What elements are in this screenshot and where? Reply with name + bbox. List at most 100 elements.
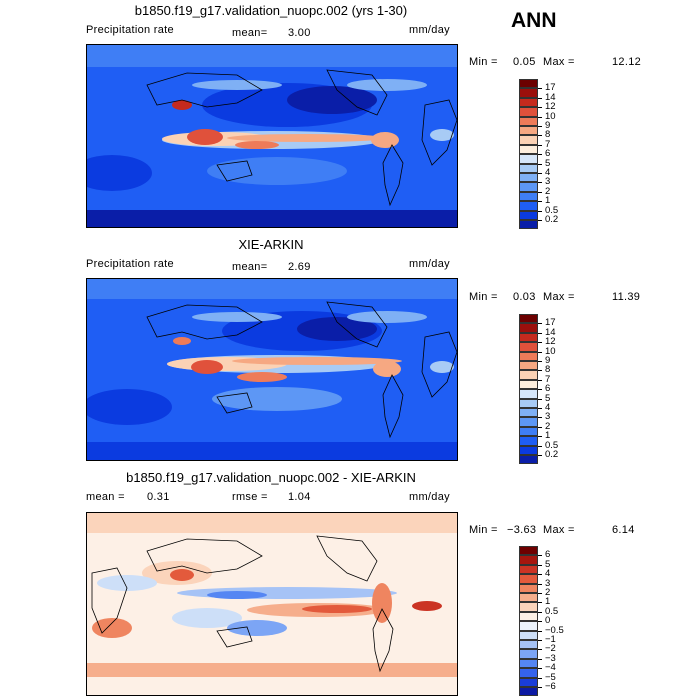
colorbar-label: 8 bbox=[545, 129, 551, 141]
colorbar-tick bbox=[538, 417, 542, 419]
colorbar-label: 5 bbox=[545, 558, 551, 570]
colorbar-tick bbox=[538, 583, 542, 585]
panel3-min-value: −3.63 bbox=[507, 524, 537, 536]
andes-wet bbox=[372, 583, 392, 623]
colorbar-box bbox=[519, 555, 538, 565]
colorbar-tick bbox=[538, 126, 542, 127]
colorbar-box bbox=[519, 389, 538, 399]
colorbar-box bbox=[519, 342, 538, 352]
colorbar-label: 14 bbox=[545, 91, 556, 103]
colorbar-box bbox=[519, 182, 538, 192]
storm-track-pac bbox=[192, 80, 282, 90]
coastline-north-america bbox=[316, 535, 378, 582]
spcz-dry bbox=[227, 620, 287, 636]
dry-zone-w bbox=[87, 155, 152, 191]
panel2-title: XIE-ARKIN bbox=[238, 237, 304, 252]
coastline-south-america bbox=[372, 608, 394, 673]
panel2-variable: Precipitation rate bbox=[86, 258, 174, 270]
coastline-africa bbox=[91, 567, 128, 634]
colorbar-box bbox=[519, 314, 538, 324]
colorbar-label: 9 bbox=[545, 120, 551, 131]
colorbar-box bbox=[519, 191, 538, 202]
colorbar-box bbox=[519, 361, 538, 371]
colorbar-tick bbox=[538, 191, 542, 193]
panel3-mean-value: 0.31 bbox=[147, 491, 170, 503]
panel1-min-label: Min = bbox=[469, 56, 498, 68]
africa-wet-bias bbox=[92, 618, 132, 638]
colorbar-box bbox=[519, 379, 538, 390]
colorbar-label: 5 bbox=[545, 392, 551, 404]
antarctic-band bbox=[87, 210, 457, 227]
colorbar-tick bbox=[538, 555, 542, 557]
colorbar-box bbox=[519, 687, 538, 697]
panel3-title: b1850.f19_g17.validation_nuopc.002 - XIE… bbox=[126, 470, 416, 485]
storm-track-atl bbox=[347, 311, 427, 323]
colorbar-box bbox=[519, 455, 538, 465]
colorbar-label: 2 bbox=[545, 185, 551, 197]
colorbar-tick bbox=[538, 668, 542, 670]
panel3-map bbox=[86, 512, 458, 696]
colorbar-label: 0.2 bbox=[545, 214, 559, 225]
coastline-eurasia bbox=[146, 538, 263, 574]
colorbar-box bbox=[519, 79, 538, 89]
colorbar-label: −1 bbox=[545, 634, 556, 645]
atlantic-wet bbox=[412, 601, 442, 611]
coastline-eurasia bbox=[146, 72, 263, 108]
colorbar-tick bbox=[538, 154, 542, 156]
monsoon-core bbox=[172, 100, 192, 110]
colorbar-label: 6 bbox=[545, 148, 551, 160]
arctic-band bbox=[87, 279, 457, 299]
colorbar-label: 0.2 bbox=[545, 449, 559, 460]
colorbar-tick bbox=[538, 361, 542, 362]
colorbar-box bbox=[519, 445, 538, 455]
coastline-africa bbox=[421, 99, 457, 166]
colorbar-label: −3 bbox=[545, 652, 556, 664]
colorbar-box bbox=[519, 649, 538, 659]
colorbar-tick bbox=[538, 116, 542, 118]
africa-wet bbox=[430, 361, 454, 373]
colorbar-box bbox=[519, 668, 538, 678]
colorbar-tick bbox=[538, 370, 542, 372]
colorbar-label: 0.5 bbox=[545, 605, 559, 617]
colorbar-box bbox=[519, 436, 538, 446]
colorbar-tick bbox=[538, 173, 542, 174]
colorbar-label: 7 bbox=[545, 138, 551, 150]
dry-zone-w bbox=[87, 389, 172, 425]
panel3-rmse-label: rmse = bbox=[232, 491, 268, 503]
colorbar-tick bbox=[538, 436, 542, 438]
amazon-wet bbox=[373, 361, 401, 377]
colorbar-tick bbox=[538, 602, 542, 604]
colorbar-tick bbox=[538, 210, 542, 212]
colorbar-box bbox=[519, 135, 538, 145]
colorbar-label: 3 bbox=[545, 577, 551, 589]
colorbar-label: 14 bbox=[545, 326, 556, 338]
colorbar-box bbox=[519, 126, 538, 136]
colorbar-tick bbox=[538, 201, 542, 203]
colorbar-box bbox=[519, 398, 538, 408]
colorbar-box bbox=[519, 602, 538, 612]
indian-dry bbox=[97, 575, 157, 591]
panel1-max-label: Max = bbox=[543, 56, 575, 68]
spcz-core bbox=[237, 372, 287, 382]
colorbar-box bbox=[519, 220, 538, 230]
panel1-min-value: 0.05 bbox=[513, 56, 536, 68]
colorbar-tick bbox=[538, 649, 542, 651]
colorbar-box bbox=[519, 88, 538, 98]
panel1-variable: Precipitation rate bbox=[86, 24, 174, 36]
colorbar-tick bbox=[538, 564, 542, 566]
colorbar-box bbox=[519, 574, 538, 584]
colorbar-tick bbox=[538, 426, 542, 428]
colorbar-tick bbox=[538, 107, 542, 109]
coastline-australia bbox=[216, 392, 253, 414]
coastline-africa bbox=[421, 331, 457, 398]
itcz-dry-core bbox=[207, 591, 267, 599]
colorbar-box bbox=[519, 370, 538, 380]
colorbar-label: −6 bbox=[545, 681, 556, 692]
southern-ocean-band bbox=[87, 663, 457, 677]
colorbar-box bbox=[519, 611, 538, 622]
colorbar-box bbox=[519, 417, 538, 427]
colorbar-label: 2 bbox=[545, 587, 551, 598]
colorbar-box bbox=[519, 593, 538, 603]
colorbar-label: 0 bbox=[545, 615, 551, 627]
monsoon-core bbox=[173, 337, 191, 345]
